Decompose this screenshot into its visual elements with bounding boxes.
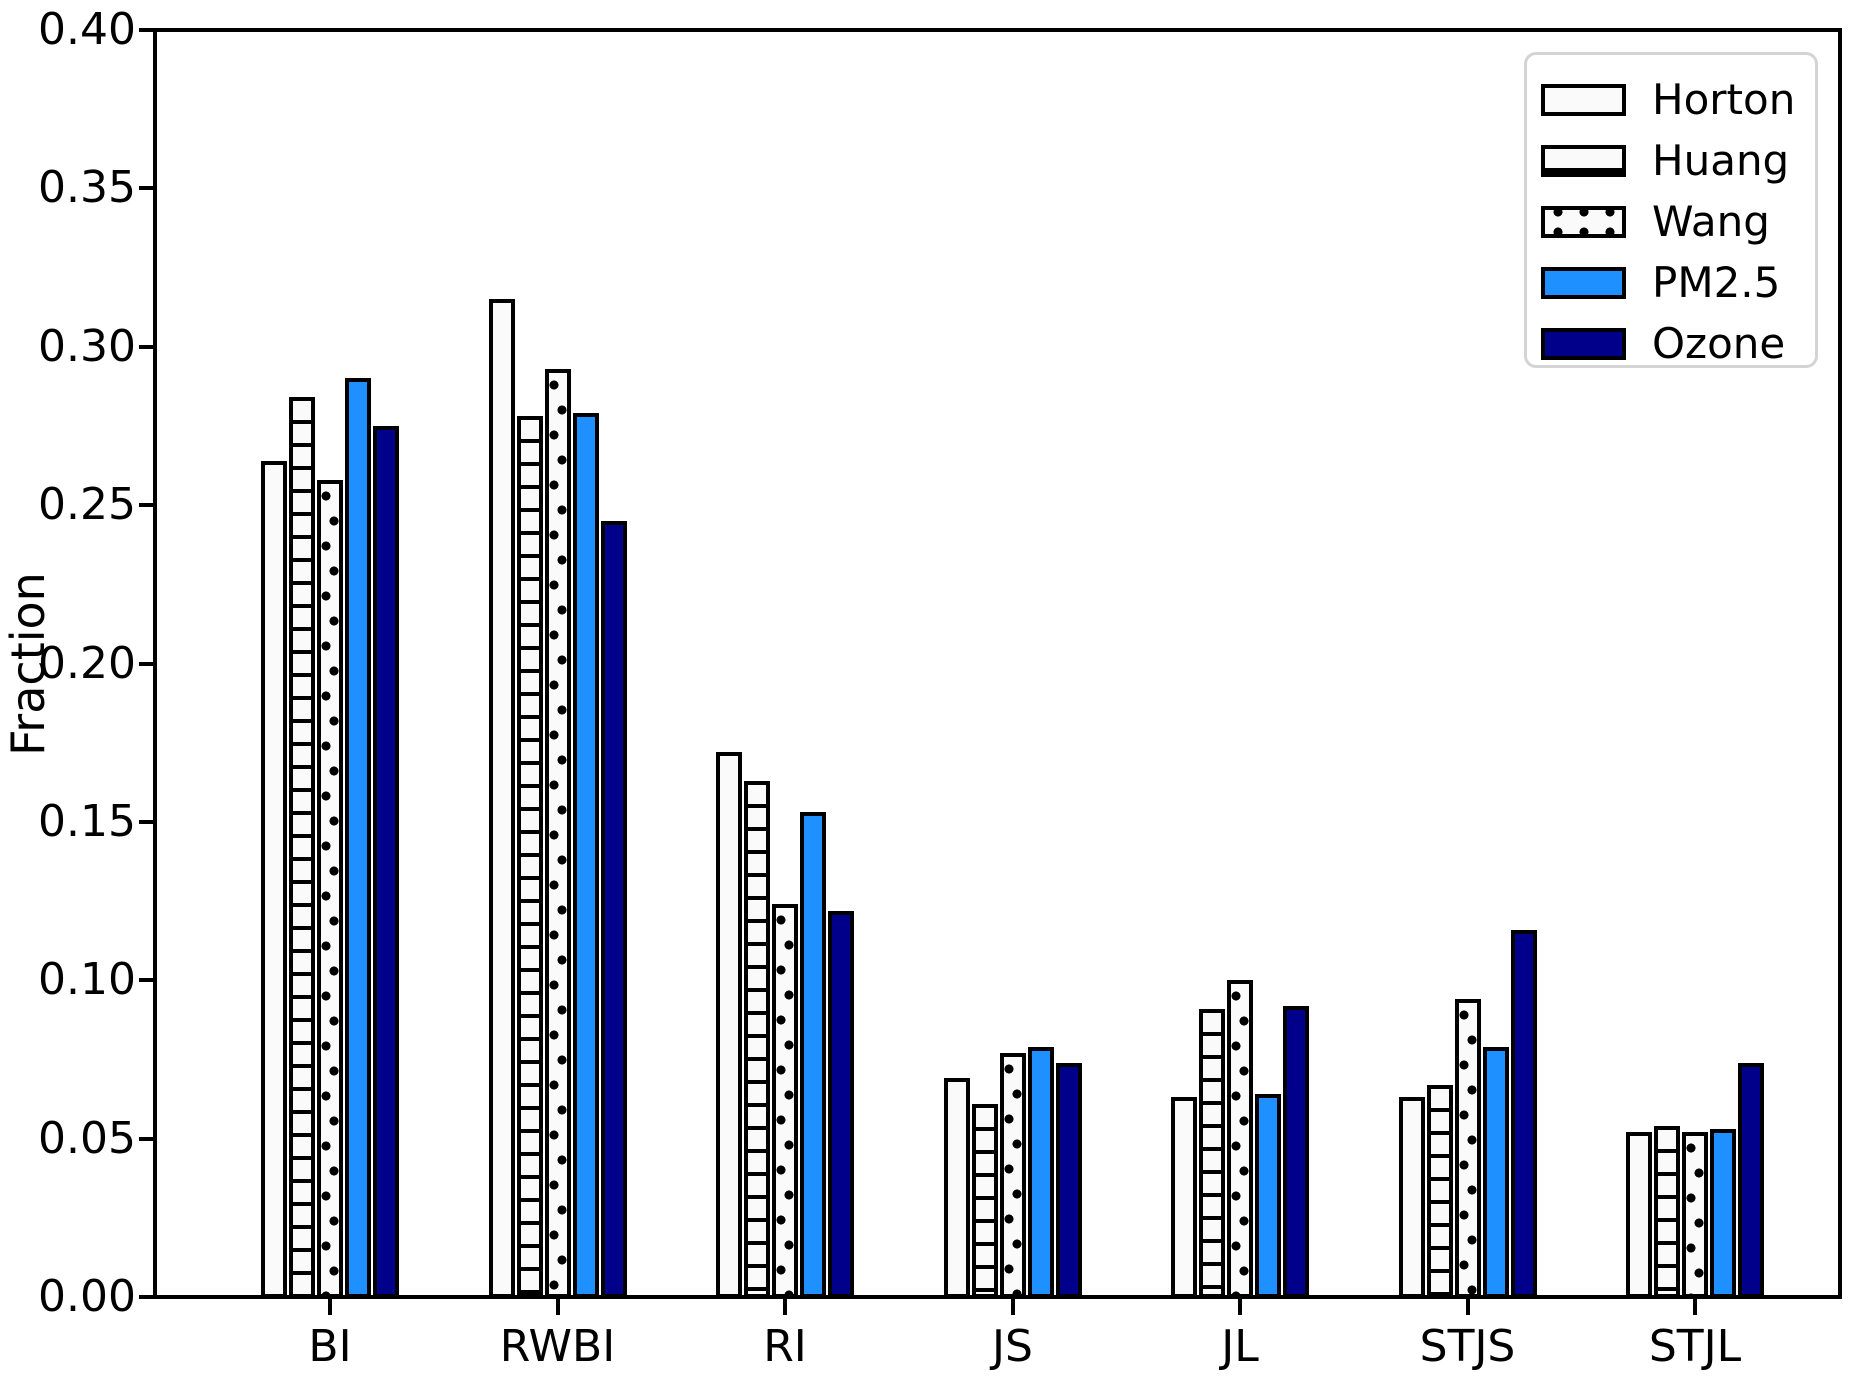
y-tick-mark bbox=[139, 978, 155, 983]
legend-entry-wang: Wang bbox=[1527, 191, 1815, 252]
x-tick-label: JL bbox=[1221, 1321, 1259, 1372]
bar-horton-ri bbox=[716, 752, 742, 1298]
bar-ozone-js bbox=[1055, 1063, 1082, 1298]
x-tick-label: RI bbox=[763, 1321, 807, 1372]
y-tick-label: 0.20 bbox=[38, 637, 136, 689]
y-tick-label: 0.00 bbox=[38, 1271, 136, 1322]
x-tick-label: STJS bbox=[1419, 1321, 1516, 1372]
x-tick-mark bbox=[1465, 1299, 1470, 1315]
x-tick-mark bbox=[783, 1299, 787, 1315]
legend-patch bbox=[1541, 327, 1626, 360]
y-tick-label: 0.15 bbox=[38, 795, 136, 847]
bar-horton-stjs bbox=[1398, 1097, 1425, 1298]
bar-ozone-jl bbox=[1283, 1006, 1309, 1298]
y-tick-mark bbox=[139, 819, 155, 824]
legend-patch bbox=[1541, 205, 1626, 238]
bar-wang-bi bbox=[317, 480, 343, 1298]
bar-pm25-rwbi bbox=[572, 413, 599, 1298]
bar-pm25-stjs bbox=[1482, 1047, 1509, 1298]
bar-wang-js bbox=[999, 1053, 1026, 1298]
legend-label: Wang bbox=[1652, 196, 1770, 246]
bar-horton-jl bbox=[1171, 1097, 1197, 1298]
legend-label: Huang bbox=[1652, 135, 1790, 185]
y-tick-mark bbox=[139, 503, 155, 508]
bar-ozone-ri bbox=[828, 911, 854, 1298]
legend-entry-horton: Horton bbox=[1527, 69, 1815, 130]
bar-pm25-ri bbox=[800, 812, 826, 1298]
y-tick-mark bbox=[139, 344, 155, 349]
legend-label: Horton bbox=[1652, 74, 1796, 124]
y-tick-label: 0.35 bbox=[38, 162, 136, 214]
y-tick-label: 0.25 bbox=[38, 479, 136, 531]
bar-huang-stjs bbox=[1426, 1085, 1453, 1298]
x-tick-label: RWBI bbox=[499, 1321, 616, 1372]
bar-huang-rwbi bbox=[516, 416, 543, 1298]
bar-wang-stjl bbox=[1682, 1132, 1708, 1298]
bar-huang-ri bbox=[744, 781, 770, 1298]
bar-ozone-stjl bbox=[1738, 1063, 1764, 1298]
y-tick-mark bbox=[139, 186, 155, 191]
legend-entry-ozone: Ozone bbox=[1527, 313, 1815, 374]
y-tick-mark bbox=[139, 28, 155, 32]
y-tick-label: 0.30 bbox=[38, 320, 136, 372]
bar-huang-jl bbox=[1199, 1009, 1225, 1298]
bar-horton-bi bbox=[261, 461, 287, 1298]
y-tick-label: 0.10 bbox=[38, 954, 136, 1006]
bar-wang-jl bbox=[1227, 980, 1253, 1298]
bar-horton-js bbox=[943, 1078, 970, 1298]
legend-entry-pm25: PM2.5 bbox=[1527, 252, 1815, 313]
y-tick-mark bbox=[139, 661, 155, 666]
y-tick-label: 0.40 bbox=[38, 4, 136, 55]
bar-pm25-stjl bbox=[1710, 1129, 1736, 1298]
y-tick-label: 0.05 bbox=[38, 1112, 136, 1164]
bar-huang-stjl bbox=[1654, 1126, 1680, 1298]
legend-label: Ozone bbox=[1652, 318, 1786, 368]
bar-huang-bi bbox=[289, 397, 315, 1298]
legend-patch bbox=[1541, 266, 1626, 299]
legend-entry-huang: Huang bbox=[1527, 130, 1815, 191]
x-tick-label: STJL bbox=[1648, 1321, 1742, 1372]
x-tick-mark bbox=[555, 1299, 560, 1315]
bar-wang-ri bbox=[772, 904, 798, 1298]
x-tick-mark bbox=[1238, 1299, 1242, 1315]
x-tick-mark bbox=[1010, 1299, 1015, 1315]
bar-wang-rwbi bbox=[544, 369, 571, 1298]
legend-patch bbox=[1541, 83, 1626, 116]
bar-ozone-rwbi bbox=[600, 521, 627, 1298]
x-tick-mark bbox=[1693, 1299, 1697, 1315]
bar-wang-stjs bbox=[1454, 999, 1481, 1298]
y-tick-mark bbox=[139, 1295, 155, 1299]
x-tick-label: JS bbox=[992, 1321, 1033, 1372]
bar-horton-rwbi bbox=[488, 299, 515, 1298]
legend-label: PM2.5 bbox=[1652, 257, 1781, 307]
bar-pm25-bi bbox=[345, 378, 371, 1298]
bar-huang-js bbox=[971, 1104, 998, 1298]
x-tick-label: BI bbox=[308, 1321, 352, 1372]
bar-ozone-stjs bbox=[1510, 930, 1537, 1298]
bar-ozone-bi bbox=[373, 426, 399, 1298]
y-tick-mark bbox=[139, 1136, 155, 1141]
legend-patch bbox=[1541, 144, 1626, 177]
bar-pm25-js bbox=[1027, 1047, 1054, 1298]
legend: Horton Huang Wang PM2.5 Ozone bbox=[1524, 52, 1818, 368]
bar-pm25-jl bbox=[1255, 1094, 1281, 1298]
x-tick-mark bbox=[328, 1299, 332, 1315]
bar-horton-stjl bbox=[1626, 1132, 1652, 1298]
